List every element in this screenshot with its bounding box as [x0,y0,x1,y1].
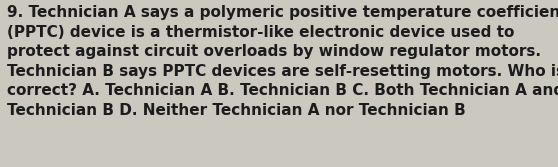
Text: 9. Technician A says a polymeric positive temperature coefficient
(PPTC) device : 9. Technician A says a polymeric positiv… [7,5,558,118]
